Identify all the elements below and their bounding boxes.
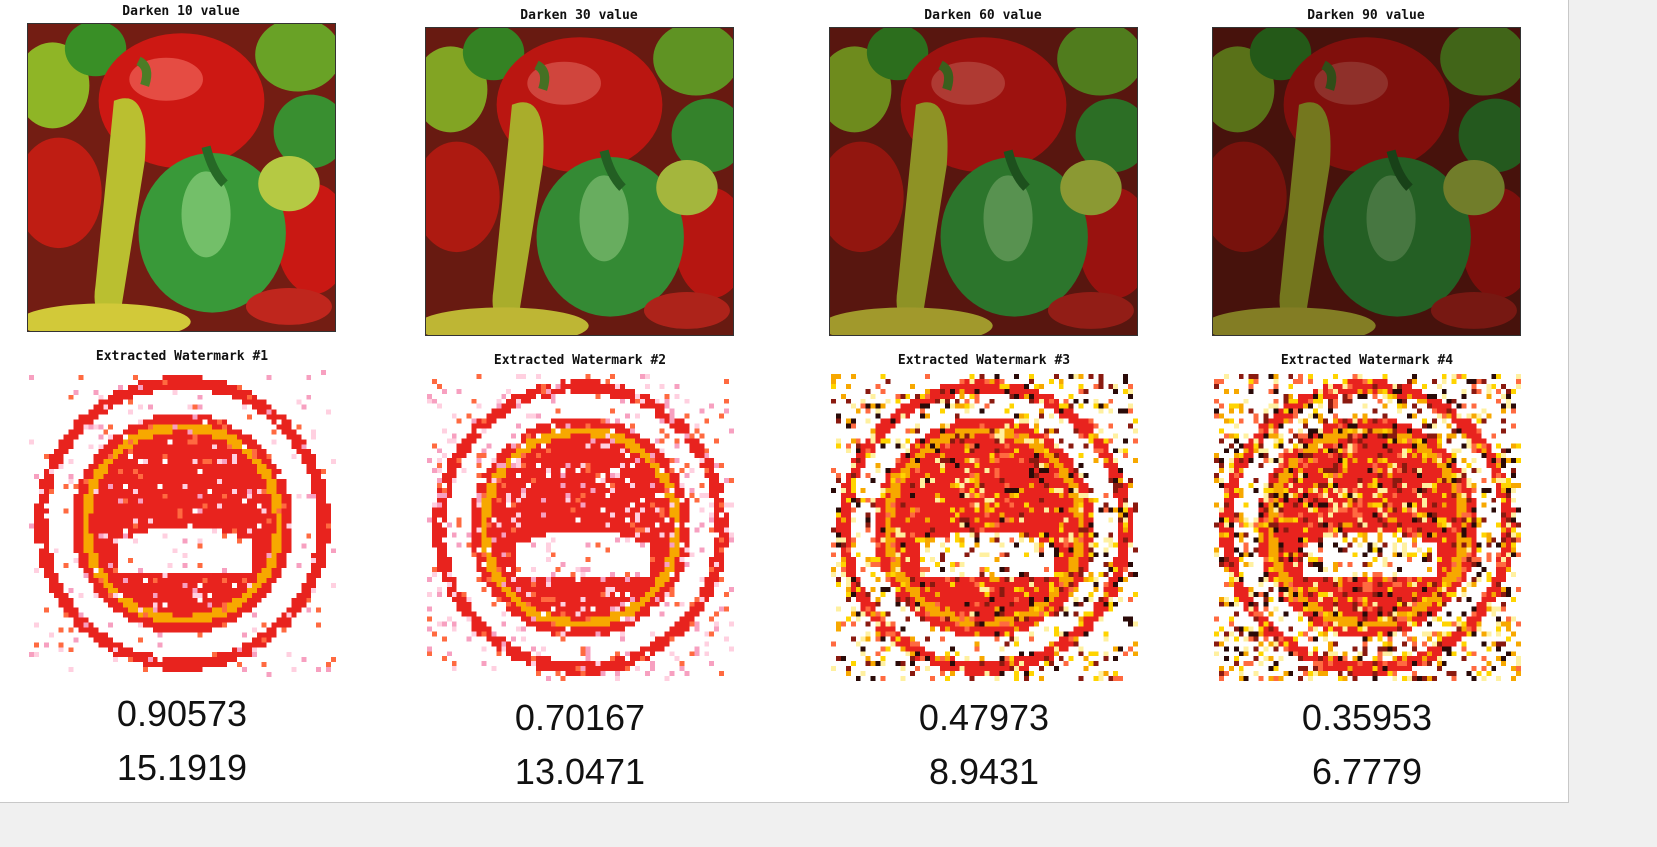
- window-bottom-area: [0, 803, 1569, 847]
- panel-title-watermark-1: Extracted Watermark #1: [95, 349, 269, 364]
- watermark-image-1: [28, 369, 337, 678]
- panel-title-watermark-3: Extracted Watermark #3: [897, 353, 1071, 368]
- panel-title-watermark-4: Extracted Watermark #4: [1280, 353, 1454, 368]
- pepper-image-4: [1212, 27, 1521, 336]
- panel-title-darken-1: Darken 10 value: [122, 4, 240, 19]
- metric-psnr-2: 13.0471: [514, 751, 646, 792]
- panel-title-darken-4: Darken 90 value: [1307, 8, 1425, 23]
- metric-value-3: 0.47973: [918, 697, 1050, 738]
- metric-value-1: 0.90573: [116, 693, 248, 734]
- panel-title-watermark-2: Extracted Watermark #2: [493, 353, 667, 368]
- window-side-area: [1569, 0, 1657, 847]
- panel-title-darken-3: Darken 60 value: [924, 8, 1042, 23]
- pepper-image-3: [829, 27, 1138, 336]
- metric-value-4: 0.35953: [1301, 697, 1433, 738]
- figure-canvas: Darken 10 value Extracted Watermark #1 0…: [0, 0, 1569, 803]
- metric-value-2: 0.70167: [514, 697, 646, 738]
- panel-title-darken-2: Darken 30 value: [520, 8, 638, 23]
- metric-psnr-1: 15.1919: [116, 747, 248, 788]
- watermark-image-2: [426, 373, 735, 682]
- watermark-image-3: [830, 373, 1139, 682]
- pepper-image-2: [425, 27, 734, 336]
- pepper-image-1: [27, 23, 336, 332]
- metric-psnr-4: 6.7779: [1311, 751, 1423, 792]
- metric-psnr-3: 8.9431: [928, 751, 1040, 792]
- watermark-image-4: [1213, 373, 1522, 682]
